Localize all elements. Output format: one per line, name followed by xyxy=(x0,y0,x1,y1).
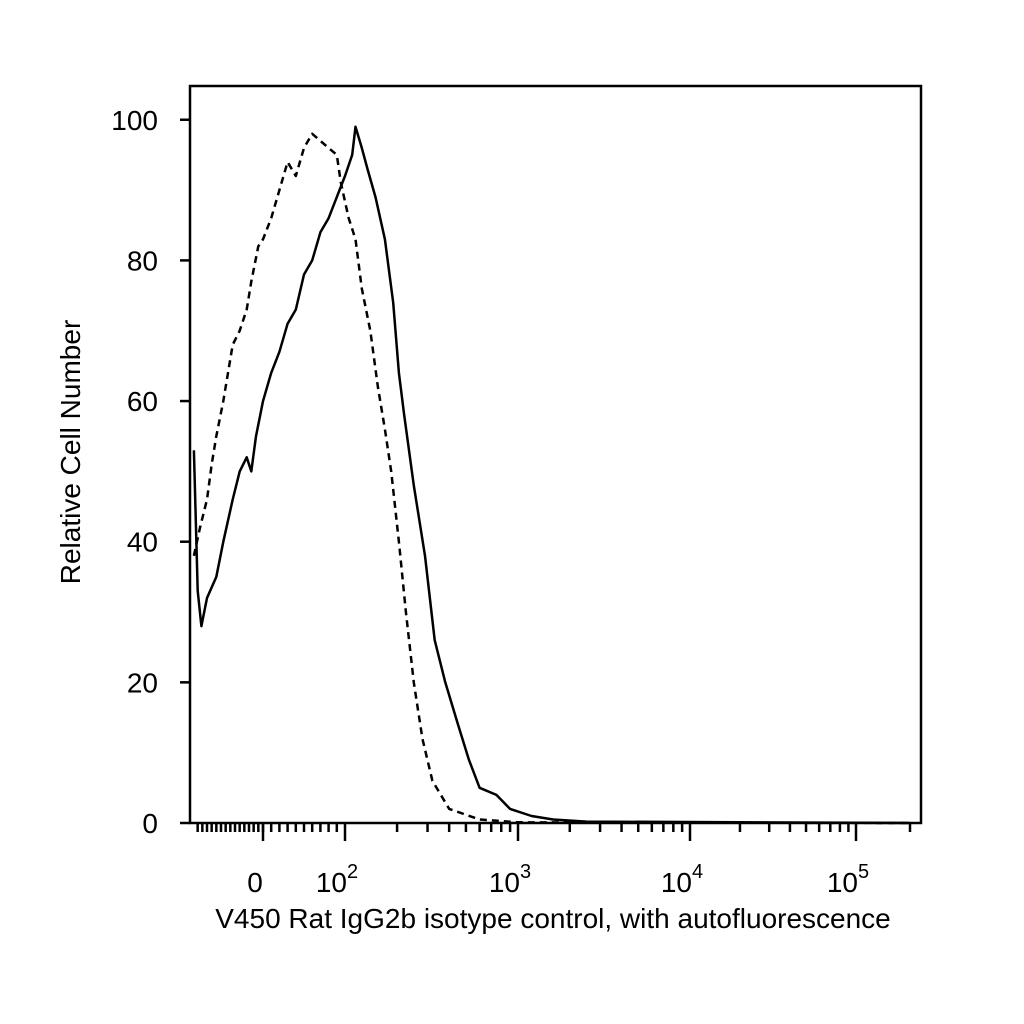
x-tick-base: 10 xyxy=(316,867,347,898)
x-tick-label: 105 xyxy=(827,861,869,898)
plot-frame xyxy=(188,84,923,825)
x-tick-exponent: 4 xyxy=(692,861,703,883)
y-axis-label: Relative Cell Number xyxy=(55,320,86,585)
y-tick-label: 100 xyxy=(111,105,158,136)
x-tick-base: 10 xyxy=(661,867,692,898)
x-tick-base: 10 xyxy=(489,867,520,898)
x-tick-base: 10 xyxy=(827,867,858,898)
series-dashed-histogram xyxy=(192,132,911,825)
x-tick-base: 0 xyxy=(247,867,263,898)
x-tick-label: 104 xyxy=(661,861,703,898)
y-axis-ticks: 0 20 40 60 80 100 xyxy=(111,105,190,839)
x-axis-label: V450 Rat IgG2b isotype control, with aut… xyxy=(215,903,891,934)
x-tick-exponent: 2 xyxy=(347,861,358,883)
y-tick-label: 60 xyxy=(127,386,158,417)
x-tick-exponent: 3 xyxy=(520,861,531,883)
y-tick-label: 20 xyxy=(127,667,158,698)
x-tick-exponent: 5 xyxy=(858,861,869,883)
y-tick-label: 40 xyxy=(127,527,158,558)
y-tick-label: 0 xyxy=(142,808,158,839)
x-tick-label: 102 xyxy=(316,861,358,898)
x-tick-label: 103 xyxy=(489,861,531,898)
series-solid-histogram xyxy=(192,125,911,825)
x-axis-ticks: 0 102 103 104 105 xyxy=(196,823,912,898)
x-tick-label: 0 xyxy=(247,867,263,898)
y-tick-label: 80 xyxy=(127,245,158,276)
series-layer xyxy=(192,125,911,825)
